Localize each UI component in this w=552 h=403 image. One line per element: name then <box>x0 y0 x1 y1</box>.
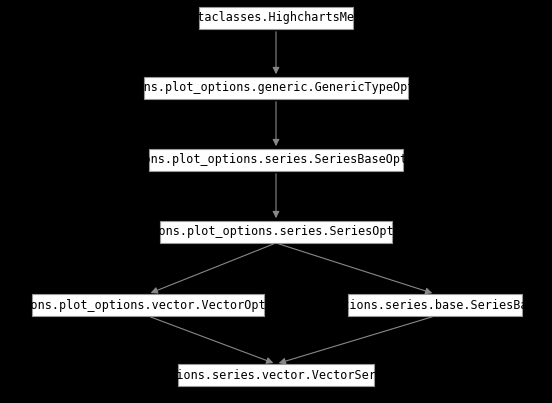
Text: options.series.vector.VectorSeries: options.series.vector.VectorSeries <box>155 368 397 382</box>
FancyBboxPatch shape <box>150 149 402 171</box>
FancyBboxPatch shape <box>144 77 408 99</box>
FancyBboxPatch shape <box>178 364 374 386</box>
Text: options.plot_options.vector.VectorOptions: options.plot_options.vector.VectorOption… <box>2 299 294 312</box>
FancyBboxPatch shape <box>199 7 353 29</box>
Text: options.series.base.SeriesBase: options.series.base.SeriesBase <box>328 299 542 312</box>
Text: metaclasses.HighchartsMeta: metaclasses.HighchartsMeta <box>183 12 369 25</box>
FancyBboxPatch shape <box>160 221 392 243</box>
Text: options.plot_options.generic.GenericTypeOptions: options.plot_options.generic.GenericType… <box>109 81 443 94</box>
Text: options.plot_options.series.SeriesOptions: options.plot_options.series.SeriesOption… <box>130 226 422 239</box>
Text: options.plot_options.series.SeriesBaseOptions: options.plot_options.series.SeriesBaseOp… <box>116 154 436 166</box>
FancyBboxPatch shape <box>348 294 522 316</box>
FancyBboxPatch shape <box>32 294 264 316</box>
